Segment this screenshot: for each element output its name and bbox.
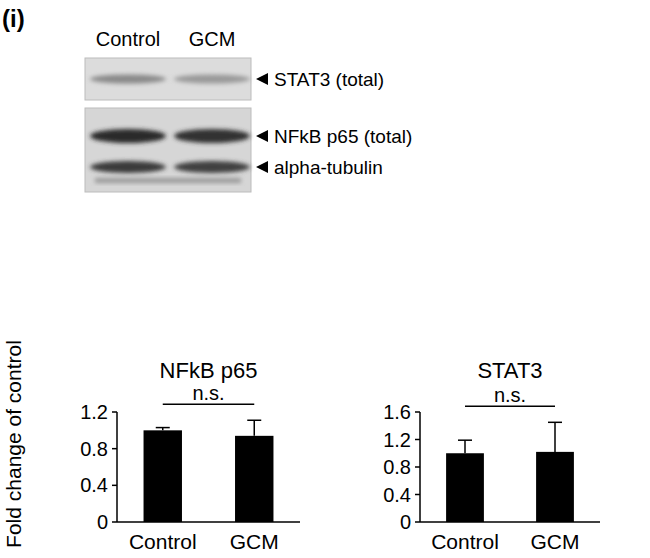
bars <box>446 422 574 522</box>
error-stem <box>254 420 256 436</box>
blot-band <box>90 129 166 143</box>
bar <box>235 436 273 522</box>
blot-band <box>95 178 241 183</box>
annotation: n.s. <box>494 384 526 406</box>
chart-title: NFkB p65 <box>160 358 258 383</box>
error-bar <box>548 422 562 452</box>
bar <box>446 453 484 522</box>
error-cap <box>458 439 472 441</box>
lane-label: Control <box>96 28 160 50</box>
error-bar <box>458 440 472 453</box>
y-tick-label: 0.8 <box>80 438 108 460</box>
y-tick-label: 0 <box>400 511 411 533</box>
bars <box>144 420 274 522</box>
x-tick-label: GCM <box>230 530 279 553</box>
y-tick-label: 1.2 <box>80 401 108 423</box>
y-tick-label: 0.8 <box>383 456 411 478</box>
x-tick-label: GCM <box>531 530 580 553</box>
bar <box>144 430 182 522</box>
band-label: NFkB p65 (total) <box>274 126 412 147</box>
y-tick <box>112 485 117 487</box>
error-bar <box>156 428 170 431</box>
band-label: STAT3 (total) <box>274 69 384 90</box>
y-tick-label: 0.4 <box>383 484 411 506</box>
blot-band <box>174 129 250 143</box>
y-tick <box>415 439 420 441</box>
y-tick-label: 1.2 <box>383 429 411 451</box>
error-stem <box>554 422 556 452</box>
y-axis <box>116 412 118 522</box>
blot-band <box>174 161 250 173</box>
blot-panel <box>85 108 251 192</box>
y-tick <box>415 466 420 468</box>
panel-label: (i) <box>2 5 25 32</box>
error-stem <box>464 440 466 453</box>
blot-band <box>90 75 166 84</box>
band-arrow <box>256 161 268 173</box>
y-tick-label: 0 <box>97 511 108 533</box>
chart-title: STAT3 <box>477 358 542 383</box>
bar <box>536 452 574 522</box>
annotation: n.s. <box>192 382 224 404</box>
y-tick <box>415 411 420 413</box>
x-tick-label: Control <box>129 530 197 553</box>
figure: (i) Control GCM STAT3 (total) NFkB p65 (tota… <box>0 0 650 558</box>
y-tick-label: 0.4 <box>80 474 108 496</box>
lane-label: GCM <box>189 28 236 50</box>
band-arrow <box>256 73 268 85</box>
blot-panel <box>85 58 251 100</box>
blot-band <box>90 161 166 173</box>
error-cap <box>247 420 261 422</box>
x-tick-label: Control <box>431 530 499 553</box>
y-tick <box>415 521 420 523</box>
blot-band <box>174 75 250 84</box>
error-cap <box>156 427 170 429</box>
y-tick-label: 1.6 <box>383 401 411 423</box>
y-axis-label: Fold change of control <box>2 340 25 548</box>
y-tick <box>112 448 117 450</box>
error-cap <box>548 422 562 424</box>
error-bar <box>247 420 261 436</box>
band-label: alpha-tubulin <box>274 157 383 178</box>
band-arrow <box>256 130 268 142</box>
y-tick <box>112 411 117 413</box>
y-tick <box>112 521 117 523</box>
y-tick <box>415 494 420 496</box>
